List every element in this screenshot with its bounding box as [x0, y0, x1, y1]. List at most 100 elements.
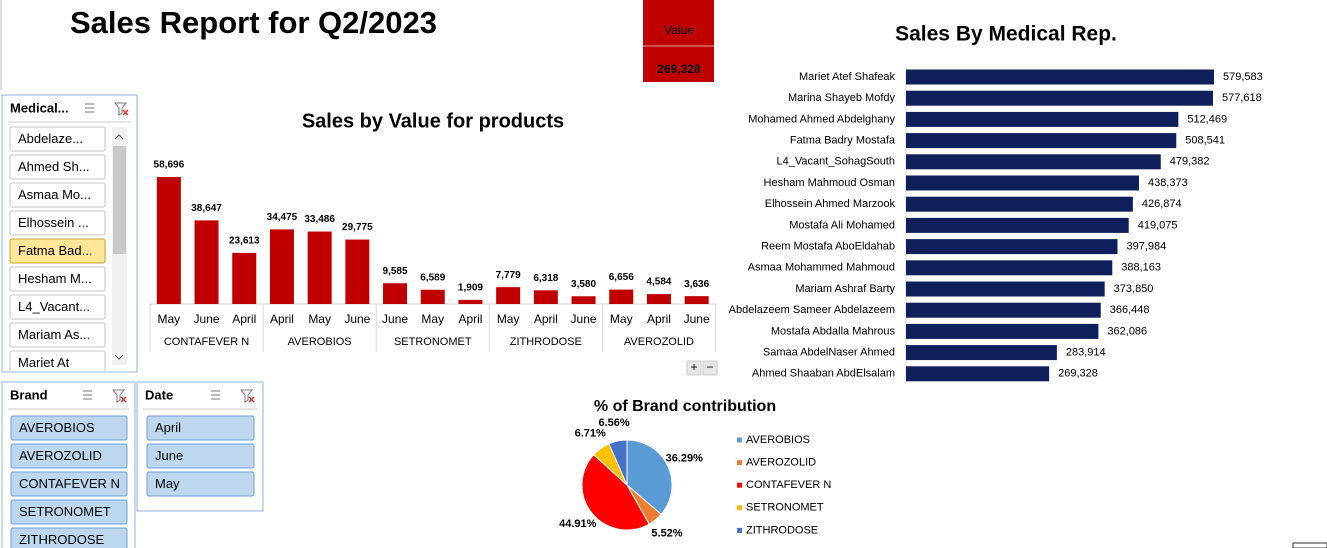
slicer-item[interactable] [10, 499, 128, 525]
slicer-item-label[interactable]: Ahmed Sh... [18, 159, 90, 174]
slicer-item-label[interactable]: Mariet At [18, 355, 70, 370]
corner-mark [1292, 542, 1327, 548]
clear-filter-icon[interactable] [113, 102, 128, 116]
bar-value-label: 426,874 [1142, 198, 1182, 210]
chart-zoom-controls[interactable]: + − [686, 360, 718, 376]
slicer-item[interactable] [146, 415, 255, 441]
bar-value-label: 6,589 [420, 272, 445, 283]
zoom-in-label[interactable]: + [690, 360, 697, 374]
slicer-item-label[interactable]: Elhossein ... [18, 215, 89, 230]
x-tick-label: May [158, 312, 181, 326]
slicer-item-label[interactable]: May [155, 476, 180, 491]
slicer-item[interactable] [10, 443, 128, 469]
zoom-out-button[interactable] [702, 360, 718, 376]
slicer-item[interactable] [9, 154, 106, 180]
legend-swatch [737, 437, 742, 443]
slicer-items: April June May [146, 415, 255, 497]
legend-swatch [737, 505, 742, 511]
bar [307, 231, 332, 304]
slicer-item[interactable] [9, 266, 106, 292]
slicer-item-label[interactable]: CONTAFEVER N [19, 476, 120, 491]
bar [156, 177, 181, 304]
y-tick-label: Hesham Mahmoud Osman [764, 177, 895, 189]
slicer-item-label[interactable]: AVEROBIOS [19, 420, 95, 435]
clear-filter-icon[interactable] [111, 389, 126, 403]
bar-value-label: 388,163 [1121, 262, 1161, 274]
zoom-out-label[interactable]: − [706, 360, 713, 374]
y-tick-label: Mariet Atef Shafeak [799, 71, 895, 83]
slicer-item[interactable] [10, 415, 128, 441]
kpi-value: 269,328 [657, 62, 701, 76]
x-tick-label: June [684, 312, 710, 326]
legend-swatch [737, 460, 742, 466]
pie-value-label: 5.52% [651, 528, 682, 540]
bar-value-label: 362,086 [1107, 325, 1147, 337]
slicer-item-label[interactable]: L4_Vacant... [18, 299, 90, 314]
zoom-in-button[interactable] [686, 360, 702, 376]
bar [906, 239, 1118, 255]
slicer-item-label[interactable]: ZITHRODOSE [19, 532, 105, 547]
slicer-item-label[interactable]: June [155, 448, 183, 463]
slicer-item-label[interactable]: Asmaa Mo... [18, 187, 91, 202]
slicer: Date April June May [136, 381, 264, 512]
bar [496, 287, 521, 304]
clear-filter-x[interactable] [120, 396, 127, 403]
x-tick-label: May [610, 312, 633, 326]
bar [906, 133, 1177, 149]
slicer-item[interactable] [9, 294, 106, 320]
slicer-item-label[interactable]: Hesham M... [18, 271, 92, 286]
y-tick-label: Abdelazeem Sameer Abdelazeem [729, 304, 895, 316]
x-tick-label: April [458, 312, 482, 326]
bar [458, 299, 483, 304]
slicer-item-label[interactable]: SETRONOMET [19, 504, 111, 519]
slicer-item-label[interactable]: Abdelaze... [18, 131, 83, 146]
bar [906, 345, 1057, 361]
bar-value-label: 283,914 [1066, 347, 1106, 359]
x-tick-label: May [421, 312, 444, 326]
x-tick-label: April [534, 312, 558, 326]
scrollbar-thumb[interactable] [113, 146, 126, 254]
bar-value-label: 4,584 [646, 277, 671, 288]
clear-filter-x[interactable] [122, 109, 129, 116]
scroll-up[interactable] [114, 134, 124, 140]
bar-value-label: 366,448 [1110, 304, 1150, 316]
bar-value-label: 9,585 [383, 266, 408, 277]
slicer-item[interactable] [9, 350, 106, 375]
group-label: AVEROBIOS [288, 336, 352, 348]
bar [906, 69, 1214, 85]
slicer-item-label[interactable]: Fatma Bad... [18, 243, 92, 258]
bar [571, 296, 596, 304]
legend-label: AVEROBIOS [746, 434, 810, 446]
legend-label: SETRONOMET [746, 502, 824, 514]
slicer-item[interactable] [10, 527, 128, 548]
slicer-item-label[interactable]: Mariam As... [18, 327, 90, 342]
bar [906, 260, 1113, 276]
slicer-item[interactable] [146, 471, 255, 497]
bar-value-label: 58,696 [154, 160, 185, 171]
slicer-item[interactable] [10, 471, 128, 497]
chart-title: Sales By Medical Rep. [895, 23, 1117, 46]
clear-filter-icon[interactable] [239, 389, 254, 403]
slicer-item[interactable] [9, 210, 106, 236]
bar [906, 90, 1213, 106]
slicer-item[interactable] [146, 443, 255, 469]
bar [906, 111, 1179, 127]
bar [906, 302, 1101, 318]
slicer-item-label[interactable]: AVEROZOLID [19, 448, 102, 463]
x-tick-label: April [270, 312, 294, 326]
y-tick-label: Ahmed Shaaban AbdElsalam [752, 368, 895, 380]
bar [906, 323, 1099, 339]
slicer-item[interactable] [9, 182, 106, 208]
bar-value-label: 512,469 [1187, 113, 1227, 125]
clear-filter-x[interactable] [248, 396, 255, 403]
bar-value-label: 29,775 [342, 222, 373, 233]
slicer-item[interactable] [9, 238, 106, 264]
slicer-item-label[interactable]: April [155, 420, 181, 435]
slicer-item[interactable] [9, 322, 106, 348]
kpi-label: Value [664, 23, 694, 37]
slicer-item[interactable] [9, 126, 106, 152]
bar [906, 196, 1133, 212]
pie-value-label: 44.91% [559, 518, 597, 530]
scroll-down[interactable] [114, 354, 124, 360]
